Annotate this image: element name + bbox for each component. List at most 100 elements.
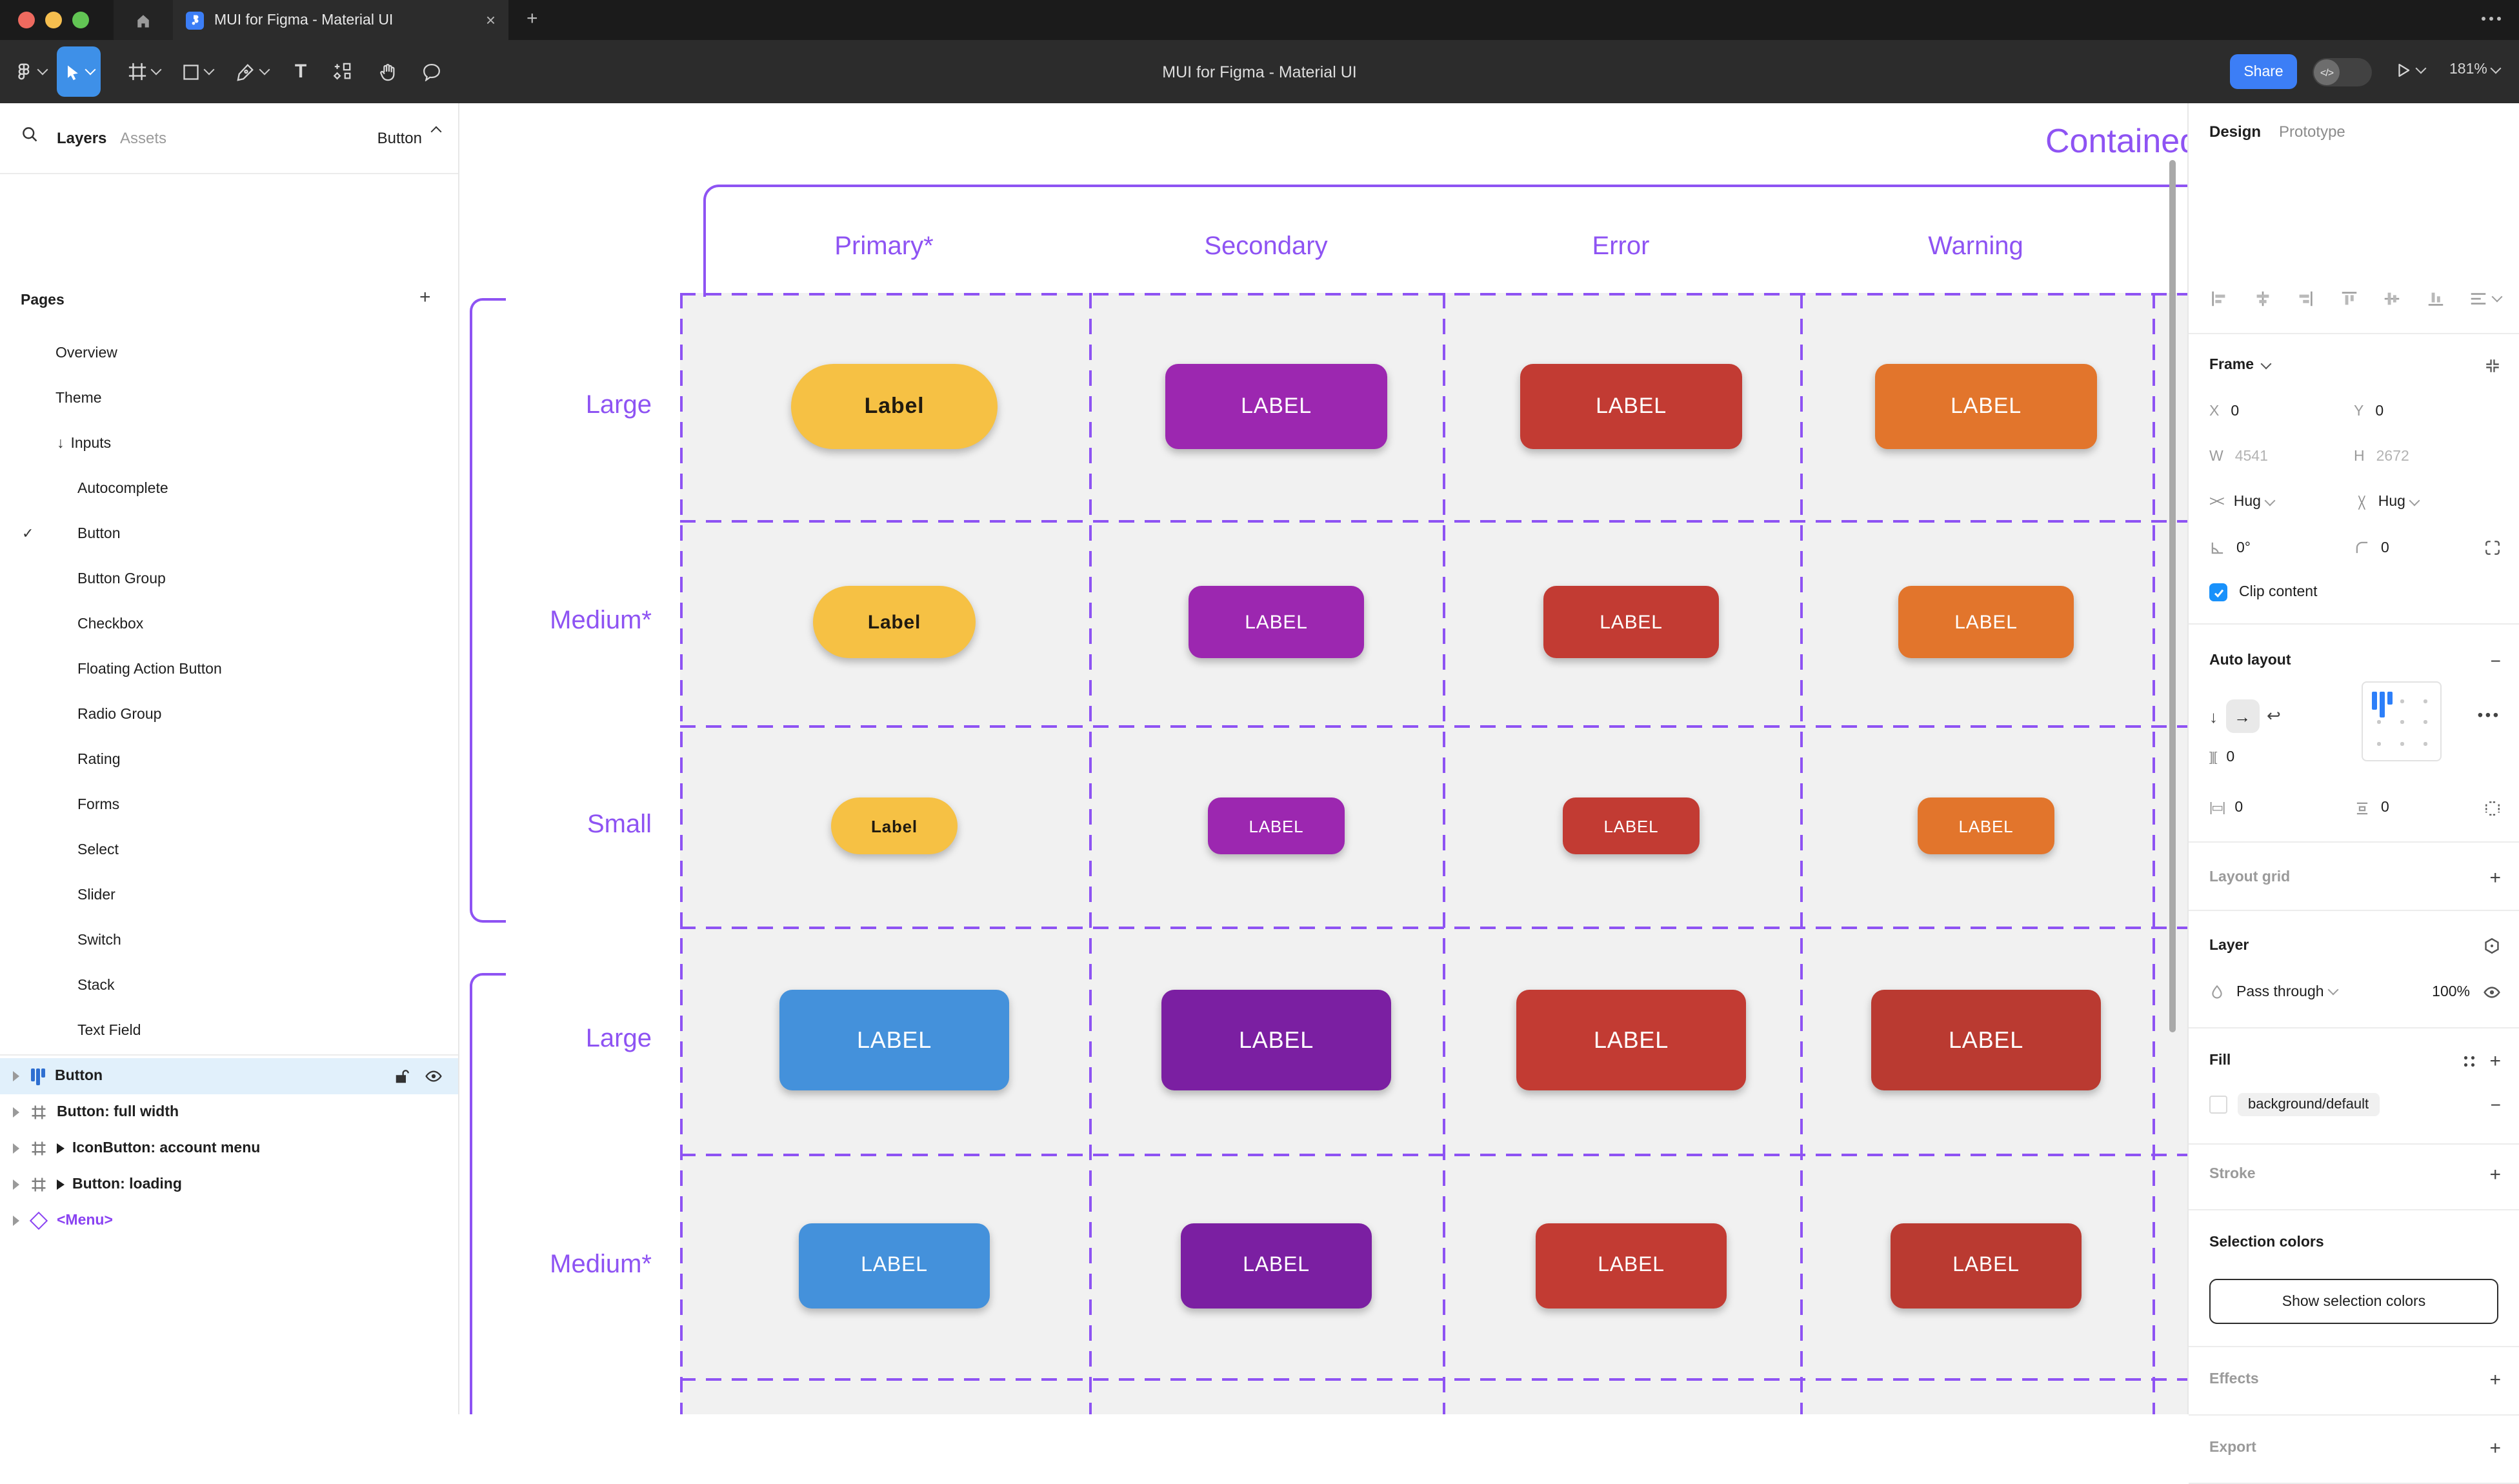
move-tool-selected[interactable] bbox=[57, 46, 101, 97]
add-page-button[interactable]: + bbox=[419, 286, 431, 308]
show-selection-colors-button[interactable]: Show selection colors bbox=[2209, 1279, 2498, 1324]
rotation-input[interactable]: 0° bbox=[2236, 540, 2251, 556]
unlock-icon[interactable] bbox=[394, 1068, 410, 1085]
wrap-icon[interactable]: ↩ bbox=[2267, 706, 2281, 725]
blend-mode-dropdown[interactable]: Pass through bbox=[2236, 984, 2324, 999]
canvas-scrollbar[interactable] bbox=[2169, 160, 2176, 1032]
page-item-button-group[interactable]: Button Group bbox=[0, 556, 458, 601]
opacity-input[interactable]: 100% bbox=[2432, 984, 2470, 999]
canvas-button-medium-primary[interactable]: Label bbox=[813, 586, 976, 658]
align-horizontal-center-icon[interactable] bbox=[2253, 289, 2272, 308]
layer-row-button-loading[interactable]: Button: loading bbox=[0, 1167, 458, 1203]
canvas[interactable]: Contained Primary* Secondary Error Warning … bbox=[459, 103, 2187, 1414]
h-input[interactable]: 2672 bbox=[2376, 449, 2409, 465]
chevron-right-icon[interactable] bbox=[13, 1071, 19, 1081]
layer-row-iconbutton-account-menu[interactable]: IconButton: account menu bbox=[0, 1130, 458, 1167]
hug-vertical-dropdown[interactable]: Hug bbox=[2378, 494, 2405, 510]
chevron-right-icon[interactable] bbox=[13, 1179, 19, 1190]
tab-layers[interactable]: Layers bbox=[57, 129, 107, 147]
window-close-button[interactable] bbox=[18, 12, 35, 28]
layer-row--menu-[interactable]: <Menu> bbox=[0, 1203, 458, 1239]
canvas-button-large-secondary[interactable]: LABEL bbox=[1161, 990, 1391, 1090]
w-input[interactable]: 4541 bbox=[2234, 449, 2268, 465]
styles-icon[interactable] bbox=[2462, 1054, 2476, 1068]
page-item-floating-action-button[interactable]: Floating Action Button bbox=[0, 647, 458, 692]
tab-close-icon[interactable]: × bbox=[485, 10, 496, 30]
fill-row[interactable]: background/default − bbox=[2209, 1093, 2501, 1116]
x-input[interactable]: 0 bbox=[2231, 404, 2240, 419]
blend-mode-icon[interactable] bbox=[2483, 937, 2501, 955]
window-zoom-button[interactable] bbox=[72, 12, 89, 28]
page-item-button[interactable]: ✓ Button bbox=[0, 511, 458, 556]
clip-content-row[interactable]: Clip content bbox=[2209, 583, 2501, 601]
align-vertical-center-icon[interactable] bbox=[2382, 289, 2402, 308]
layer-filter-dropdown[interactable]: Button bbox=[377, 129, 422, 147]
add-effect-button[interactable]: + bbox=[2489, 1369, 2501, 1390]
document-tab[interactable]: MUI for Figma - Material UI × bbox=[173, 0, 508, 40]
tab-prototype[interactable]: Prototype bbox=[2279, 123, 2345, 141]
canvas-button-medium-warning[interactable]: LABEL bbox=[1898, 586, 2074, 658]
vertical-padding-input[interactable]: 0 bbox=[2381, 800, 2389, 816]
present-button[interactable] bbox=[2395, 62, 2427, 79]
y-input[interactable]: 0 bbox=[2375, 404, 2384, 419]
remove-auto-layout-button[interactable]: − bbox=[2490, 650, 2501, 671]
comment-tool[interactable] bbox=[413, 40, 449, 103]
shape-tool[interactable] bbox=[178, 40, 217, 103]
align-right-icon[interactable] bbox=[2296, 289, 2315, 308]
canvas-button-large-primary[interactable]: LABEL bbox=[779, 990, 1009, 1090]
page-item-overview[interactable]: Overview bbox=[0, 330, 458, 376]
search-icon[interactable] bbox=[21, 125, 39, 143]
canvas-button-small-primary[interactable]: Label bbox=[831, 797, 958, 854]
remove-fill-button[interactable]: − bbox=[2490, 1094, 2501, 1115]
frame-tool[interactable] bbox=[124, 40, 163, 103]
window-minimize-button[interactable] bbox=[45, 12, 62, 28]
page-item-text-field[interactable]: Text Field bbox=[0, 1008, 458, 1053]
page-item-rating[interactable]: Rating bbox=[0, 737, 458, 782]
layer-row-button[interactable]: Button bbox=[0, 1058, 458, 1094]
canvas-button-medium-error[interactable]: LABEL bbox=[1543, 586, 1719, 658]
canvas-button-large-primary[interactable]: Label bbox=[791, 364, 998, 449]
canvas-button-large-secondary[interactable]: LABEL bbox=[1165, 364, 1387, 449]
align-bottom-icon[interactable] bbox=[2425, 289, 2445, 308]
new-tab-button[interactable]: + bbox=[527, 8, 538, 30]
canvas-button-small-secondary[interactable]: LABEL bbox=[1208, 797, 1345, 854]
main-menu-button[interactable] bbox=[10, 40, 49, 103]
frame-type-label[interactable]: Frame bbox=[2209, 357, 2254, 373]
share-button[interactable]: Share bbox=[2230, 54, 2297, 89]
chevron-right-icon[interactable] bbox=[13, 1143, 19, 1154]
chevron-right-icon[interactable] bbox=[13, 1216, 19, 1226]
dev-mode-toggle[interactable]: </> bbox=[2313, 58, 2372, 86]
independent-corners-icon[interactable] bbox=[2484, 539, 2501, 556]
pen-tool[interactable] bbox=[232, 40, 271, 103]
gap-input[interactable]: 0 bbox=[2226, 750, 2235, 765]
resources-tool[interactable] bbox=[325, 40, 359, 103]
shrink-icon[interactable] bbox=[2484, 357, 2501, 374]
fill-token-chip[interactable]: background/default bbox=[2238, 1093, 2380, 1116]
page-item-autocomplete[interactable]: Autocomplete bbox=[0, 466, 458, 511]
tab-assets[interactable]: Assets bbox=[120, 129, 167, 147]
add-layout-grid-button[interactable]: + bbox=[2489, 867, 2501, 888]
eye-icon[interactable] bbox=[425, 1067, 443, 1085]
overflow-menu-icon[interactable] bbox=[2482, 17, 2501, 21]
individual-padding-icon[interactable] bbox=[2484, 799, 2501, 816]
canvas-button-small-warning[interactable]: LABEL bbox=[1918, 797, 2054, 854]
canvas-button-medium-secondary[interactable]: LABEL bbox=[1189, 586, 1364, 658]
auto-layout-more-icon[interactable]: ••• bbox=[2477, 708, 2501, 724]
direction-vertical-icon[interactable]: ↓ bbox=[2209, 707, 2218, 726]
hug-horizontal-dropdown[interactable]: Hug bbox=[2233, 494, 2261, 510]
page-item-select[interactable]: Select bbox=[0, 827, 458, 872]
canvas-button-medium-primary[interactable]: LABEL bbox=[799, 1223, 990, 1309]
horizontal-padding-input[interactable]: 0 bbox=[2234, 800, 2243, 816]
direction-horizontal-selected[interactable]: → bbox=[2225, 699, 2259, 733]
fill-color-swatch[interactable] bbox=[2209, 1096, 2227, 1114]
chevron-right-icon[interactable] bbox=[13, 1107, 19, 1118]
clip-content-checkbox[interactable] bbox=[2209, 583, 2227, 601]
tab-design[interactable]: Design bbox=[2209, 123, 2262, 141]
canvas-button-large-error[interactable]: LABEL bbox=[1516, 990, 1746, 1090]
add-export-button[interactable]: + bbox=[2489, 1437, 2501, 1459]
page-item-switch[interactable]: Switch bbox=[0, 917, 458, 963]
page-item-forms[interactable]: Forms bbox=[0, 782, 458, 827]
canvas-button-large-warning[interactable]: LABEL bbox=[1875, 364, 2097, 449]
canvas-button-medium-warning[interactable]: LABEL bbox=[1891, 1223, 2082, 1309]
page-item-inputs[interactable]: ↓ Inputs bbox=[0, 421, 458, 466]
